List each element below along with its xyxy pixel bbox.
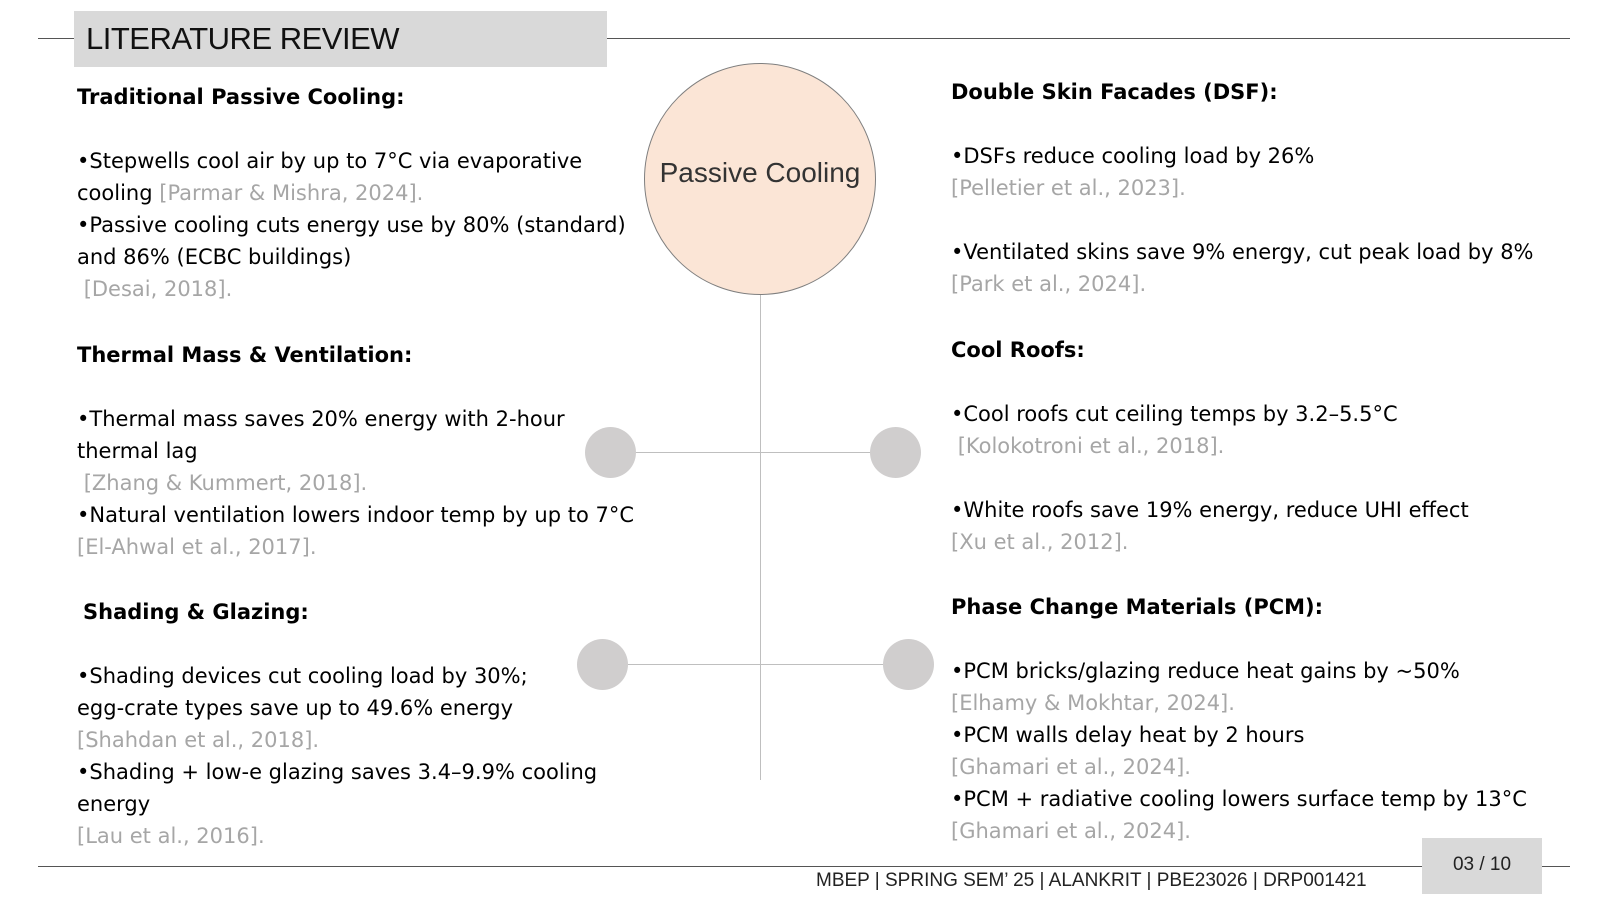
node-dot-lower-right xyxy=(883,639,934,690)
slide-title: LITERATURE REVIEW xyxy=(86,21,400,56)
footer-info: MBEP | SPRING SEM’ 25 | ALANKRIT | PBE23… xyxy=(816,870,1367,891)
citation: [Shahdan et al., 2018]. xyxy=(77,728,320,752)
text-line: cooling [Parmar & Mishra, 2024]. xyxy=(77,181,424,205)
citation-line: [Elhamy & Mokhtar, 2024]. xyxy=(951,687,1527,719)
upper-connector-line xyxy=(610,452,910,453)
center-stem-line xyxy=(760,295,761,780)
text-line: •DSFs reduce cooling load by 26% xyxy=(951,144,1315,168)
text-line: •Natural ventilation lowers indoor temp … xyxy=(77,503,635,527)
passive-cooling-label: Passive Cooling xyxy=(659,157,861,188)
section-heading-thermal-mass-ventilation: Thermal Mass & Ventilation: xyxy=(77,343,413,367)
page-number: 03 / 10 xyxy=(1452,854,1512,875)
node-dot-lower-left xyxy=(577,639,628,690)
citation-line: [Desai, 2018]. xyxy=(77,273,626,305)
bottom-rule-left xyxy=(38,866,1422,867)
citation-line: [Kolokotroni et al., 2018]. xyxy=(951,430,1469,462)
citation: [Lau et al., 2016]. xyxy=(77,824,265,848)
citation: [El-Ahwal et al., 2017]. xyxy=(77,535,317,559)
section-heading-traditional-passive-cooling: Traditional Passive Cooling: xyxy=(77,85,405,109)
citation: [Zhang & Kummert, 2018]. xyxy=(83,471,368,495)
text-line: egg-crate types save up to 49.6% energy xyxy=(77,696,514,720)
text-line: •Cool roofs cut ceiling temps by 3.2–5.5… xyxy=(951,402,1398,426)
citation-line: [Xu et al., 2012]. xyxy=(951,526,1469,558)
citation-line: [Ghamari et al., 2024]. xyxy=(951,751,1527,783)
citation-line: [El-Ahwal et al., 2017]. xyxy=(77,531,634,563)
node-dot-upper-left xyxy=(585,427,636,478)
text-line: •Ventilated skins save 9% energy, cut pe… xyxy=(951,240,1534,264)
text-line: and 86% (ECBC buildings) xyxy=(77,245,352,269)
text-line: •PCM bricks/glazing reduce heat gains by… xyxy=(951,659,1460,683)
text-line: •PCM walls delay heat by 2 hours xyxy=(951,723,1305,747)
text-line: •Shading + low-e glazing saves 3.4–9.9% … xyxy=(77,760,598,784)
citation: [Park et al., 2024]. xyxy=(951,272,1147,296)
thermal-mass-ventilation-text: •Thermal mass saves 20% energy with 2-ho… xyxy=(77,403,634,563)
citation: [Elhamy & Mokhtar, 2024]. xyxy=(951,691,1235,715)
page-indicator: 03 / 10 xyxy=(1422,838,1542,894)
shading-glazing-text: •Shading devices cut cooling load by 30%… xyxy=(77,660,597,852)
citation-line: [Zhang & Kummert, 2018]. xyxy=(77,467,634,499)
text-line: •Passive cooling cuts energy use by 80% … xyxy=(77,213,626,237)
top-rule-left xyxy=(38,38,74,39)
text-line: thermal lag xyxy=(77,439,198,463)
passive-cooling-circle: Passive Cooling xyxy=(644,63,876,295)
text-line: •Stepwells cool air by up to 7°C via eva… xyxy=(77,149,583,173)
spacer xyxy=(951,204,1534,236)
citation-line: [Lau et al., 2016]. xyxy=(77,820,597,852)
citation-line: [Pelletier et al., 2023]. xyxy=(951,172,1534,204)
phase-change-materials-text: •PCM bricks/glazing reduce heat gains by… xyxy=(951,655,1527,847)
citation: [Kolokotroni et al., 2018]. xyxy=(957,434,1225,458)
spacer xyxy=(951,462,1469,494)
title-banner: LITERATURE REVIEW xyxy=(74,11,607,67)
node-dot-upper-right xyxy=(870,427,921,478)
text-line: •Thermal mass saves 20% energy with 2-ho… xyxy=(77,407,565,431)
text-line: •White roofs save 19% energy, reduce UHI… xyxy=(951,498,1469,522)
citation: [Ghamari et al., 2024]. xyxy=(951,819,1191,843)
section-heading-shading-glazing: Shading & Glazing: xyxy=(83,600,309,624)
top-rule-right xyxy=(607,38,1570,39)
double-skin-facades-text: •DSFs reduce cooling load by 26% [Pellet… xyxy=(951,140,1534,300)
traditional-passive-cooling-text: •Stepwells cool air by up to 7°C via eva… xyxy=(77,145,626,305)
citation: [Desai, 2018]. xyxy=(83,277,233,301)
citation: [Pelletier et al., 2023]. xyxy=(951,176,1186,200)
bottom-rule-right xyxy=(1542,866,1570,867)
text-line: •Shading devices cut cooling load by 30%… xyxy=(77,664,528,688)
citation-line: [Ghamari et al., 2024]. xyxy=(951,815,1527,847)
text-line: •PCM + radiative cooling lowers surface … xyxy=(951,787,1527,811)
citation-line: [Shahdan et al., 2018]. xyxy=(77,724,597,756)
citation-line: [Park et al., 2024]. xyxy=(951,268,1534,300)
text-line: energy xyxy=(77,792,151,816)
section-heading-cool-roofs: Cool Roofs: xyxy=(951,338,1085,362)
section-heading-double-skin-facades: Double Skin Facades (DSF): xyxy=(951,80,1278,104)
citation: [Xu et al., 2012]. xyxy=(951,530,1129,554)
lower-connector-line xyxy=(602,664,908,665)
citation: [Ghamari et al., 2024]. xyxy=(951,755,1191,779)
cool-roofs-text: •Cool roofs cut ceiling temps by 3.2–5.5… xyxy=(951,398,1469,558)
section-heading-phase-change-materials: Phase Change Materials (PCM): xyxy=(951,595,1324,619)
citation: [Parmar & Mishra, 2024]. xyxy=(159,181,424,205)
